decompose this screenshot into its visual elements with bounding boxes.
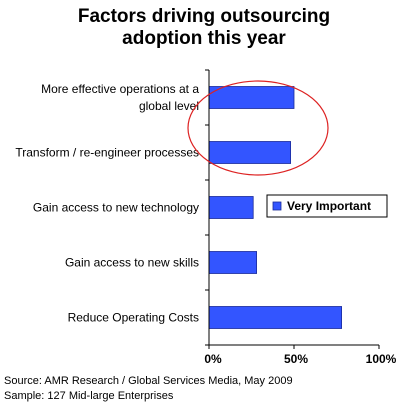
category-label: Transform / re-engineer processes	[15, 146, 199, 160]
sample-note: Sample: 127 Mid-large Enterprises	[4, 390, 174, 402]
legend-swatch	[272, 201, 282, 211]
x-tick-label: 100%	[366, 352, 397, 366]
bar	[208, 86, 295, 109]
bar	[208, 141, 291, 164]
chart-title-line-1: Factors driving outsourcing	[77, 6, 331, 27]
category-label: global level	[139, 99, 199, 113]
category-label: Gain access to new skills	[65, 256, 199, 270]
legend-box	[266, 194, 388, 218]
bar	[208, 306, 343, 329]
chart-title-line-2: adoption this year	[122, 28, 286, 49]
category-label: Reduce Operating Costs	[68, 311, 199, 325]
highlight-ellipse	[187, 80, 329, 176]
category-label: Gain access to new technology	[33, 201, 199, 215]
bar	[208, 251, 257, 274]
source-note: Source: AMR Research / Global Services M…	[4, 375, 293, 387]
category-label: More effective operations at a	[41, 82, 199, 96]
x-tick-label: 50%	[284, 352, 308, 366]
x-tick-label: 0%	[204, 352, 222, 366]
legend-label: Very Important	[287, 199, 371, 213]
chart-title: Factors driving outsourcing adoption thi…	[0, 6, 408, 50]
bar	[208, 196, 254, 219]
